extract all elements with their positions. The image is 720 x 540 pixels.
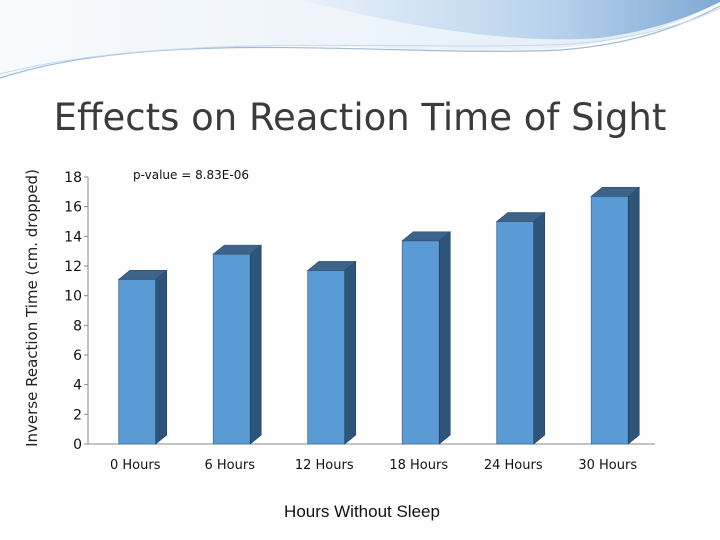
bar: [212, 253, 251, 445]
y-tick-label: 4: [73, 378, 82, 394]
y-tick-label: 6: [73, 348, 82, 364]
y-tick-label: 16: [64, 200, 82, 216]
bar: [118, 278, 157, 445]
bar-side: [249, 244, 262, 445]
bar-top: [306, 261, 357, 271]
x-tick-label: 18 Hours: [389, 458, 448, 473]
x-tick-label: 30 Hours: [578, 458, 637, 473]
bar: [401, 240, 440, 445]
bar-top: [401, 231, 452, 242]
y-tick-label: 2: [73, 407, 82, 423]
bar-top: [495, 212, 546, 222]
x-tick-label: 12 Hours: [295, 458, 354, 473]
bar-side: [438, 231, 451, 445]
p-value-annotation: p-value = 8.83E-06: [133, 168, 249, 182]
x-tick-label: 6 Hours: [205, 458, 256, 473]
x-tick-label: 0 Hours: [110, 458, 161, 473]
slide-title: Effects on Reaction Time of Sight: [53, 96, 667, 139]
header-wave-decoration: [0, 0, 720, 80]
y-tick-label: 0: [73, 437, 82, 453]
x-tick-label: 24 Hours: [484, 458, 543, 473]
y-tick-label: 14: [64, 229, 82, 245]
x-axis-label: Hours Without Sleep: [284, 502, 440, 521]
bar-top: [590, 186, 641, 197]
y-tick-label: 12: [64, 259, 82, 275]
y-tick-label: 8: [73, 318, 82, 334]
bar-side: [155, 269, 168, 445]
bar-top: [212, 244, 263, 255]
y-tick-label: 10: [64, 289, 82, 305]
bar-top: [117, 270, 168, 280]
bar-side: [533, 211, 546, 445]
bar: [590, 195, 629, 445]
bar-side: [627, 186, 640, 445]
y-tick-label: 18: [64, 170, 82, 186]
bar: [496, 221, 535, 445]
bar: [307, 270, 346, 445]
bar-side: [344, 260, 357, 445]
